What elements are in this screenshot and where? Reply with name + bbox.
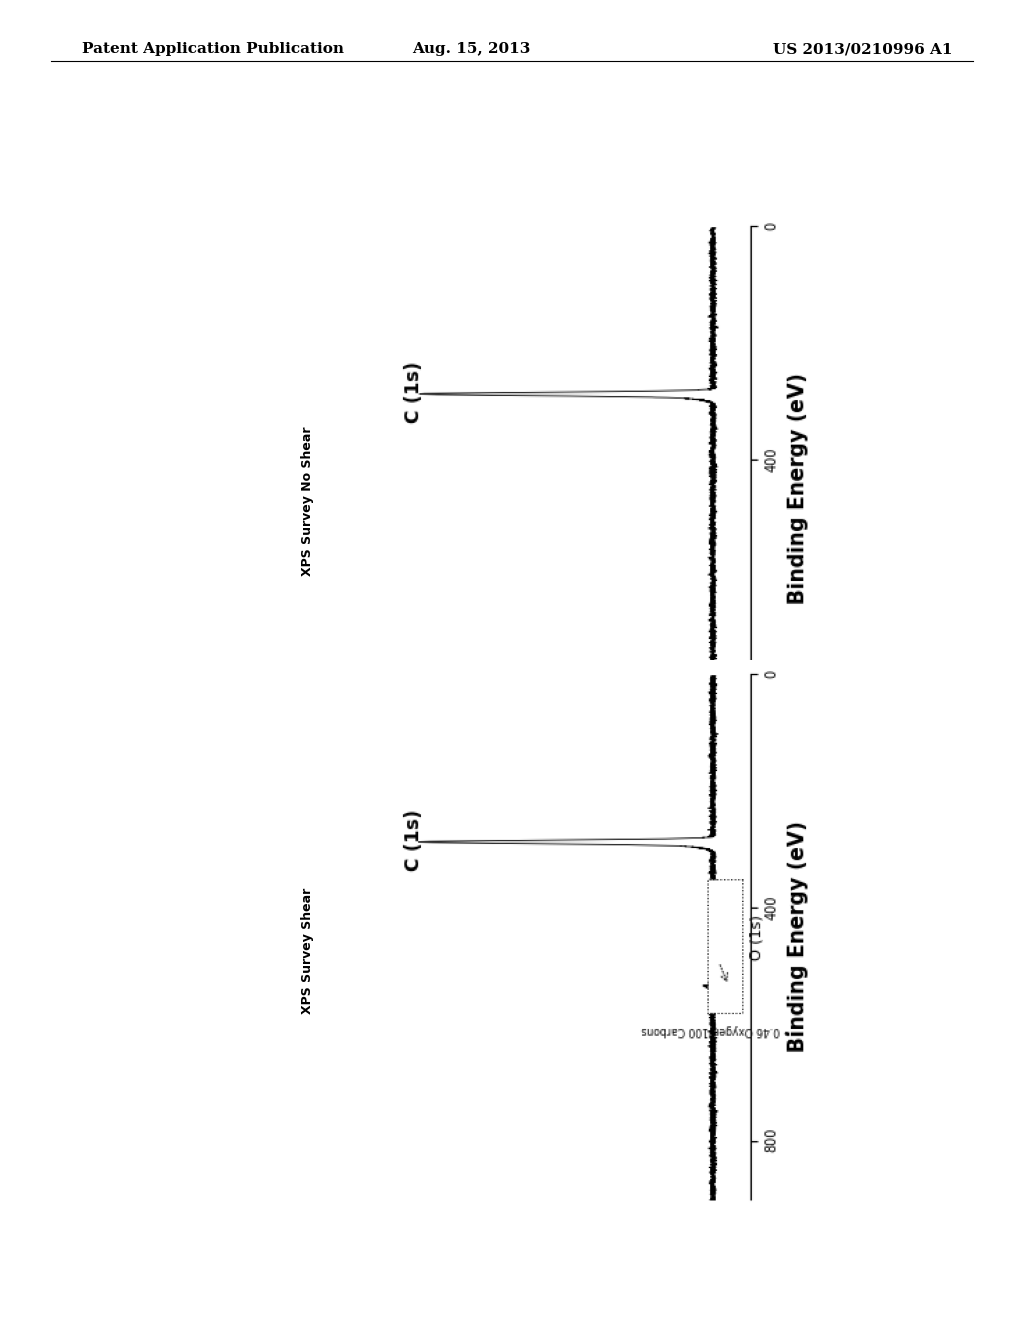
Text: Aug. 15, 2013: Aug. 15, 2013 [412, 42, 530, 57]
Text: Patent Application Publication: Patent Application Publication [82, 42, 344, 57]
Text: US 2013/0210996 A1: US 2013/0210996 A1 [773, 42, 952, 57]
Text: XPS Survey No Shear: XPS Survey No Shear [301, 426, 313, 577]
Text: XPS Survey Shear: XPS Survey Shear [301, 887, 313, 1014]
